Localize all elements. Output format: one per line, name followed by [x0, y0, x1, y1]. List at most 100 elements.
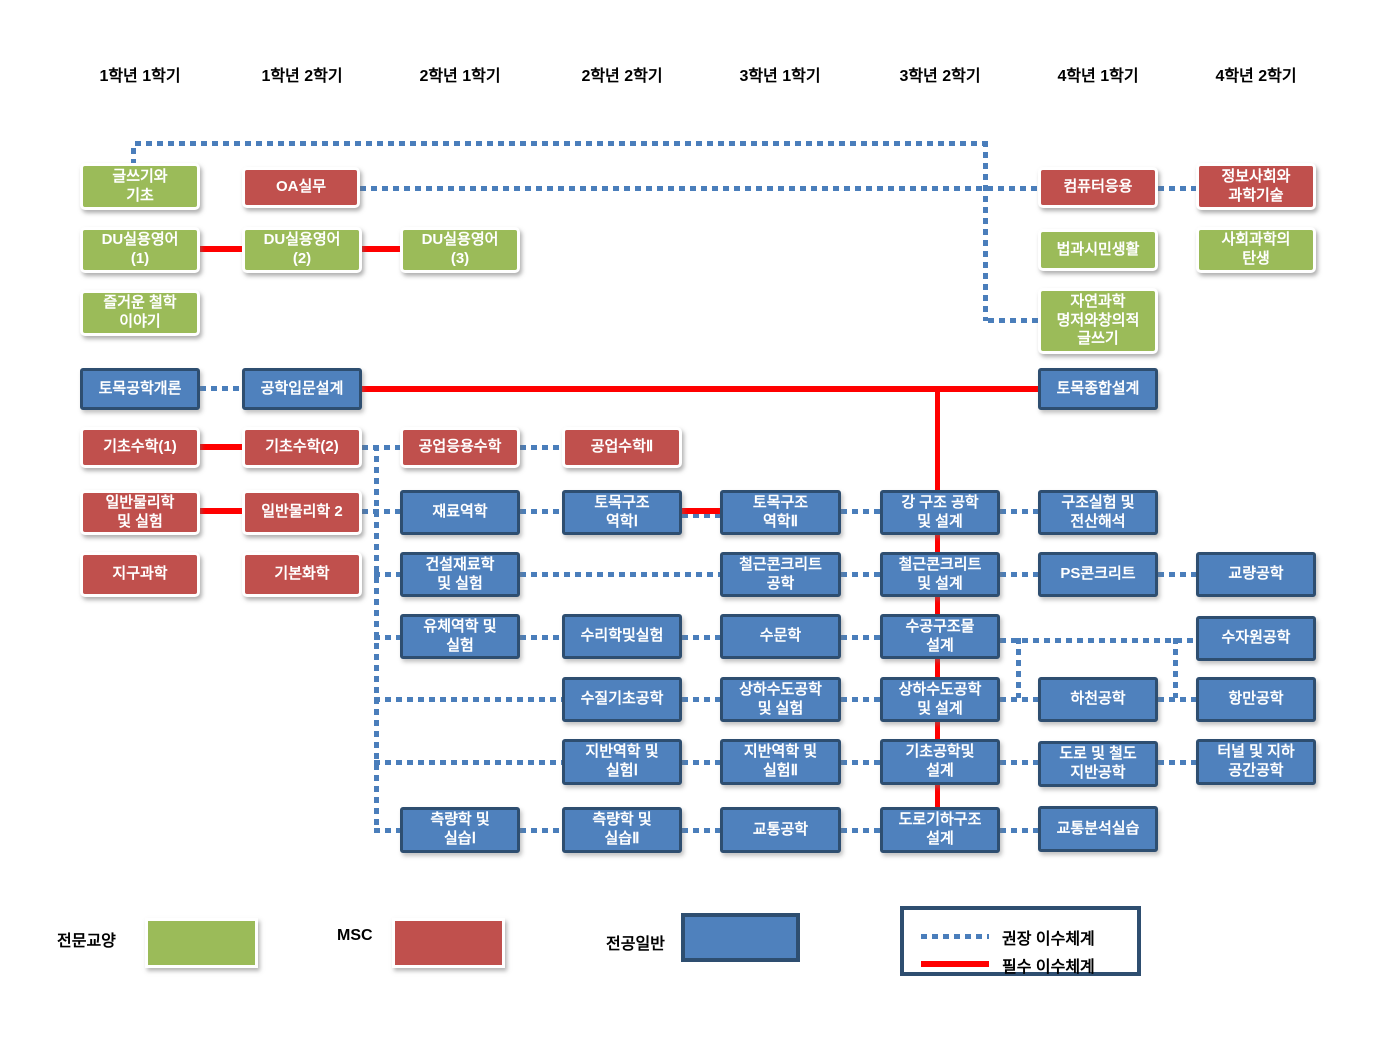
course-box: 교통공학 [720, 807, 841, 853]
recommended-connector [374, 635, 400, 640]
semester-header: 3학년 2학기 [899, 68, 981, 85]
recommended-connector [1016, 638, 1021, 698]
required-connector [362, 246, 400, 252]
required-connector [682, 508, 720, 514]
semester-header: 2학년 2학기 [581, 68, 663, 85]
course-box: 법과시민생활 [1038, 229, 1158, 271]
course-box: 기초공학및 설계 [880, 739, 1000, 785]
semester-header: 1학년 1학기 [99, 68, 181, 85]
course-box: 토목구조 역학Ⅰ [562, 490, 682, 535]
required-connector [200, 508, 242, 514]
required-connector [200, 246, 242, 252]
course-box: 측량학 및 실습Ⅰ [400, 807, 520, 853]
course-box: 하천공학 [1038, 677, 1158, 722]
legend-label-msc: MSC [337, 927, 373, 944]
course-box: 공학입문설계 [242, 368, 362, 410]
course-box: 일반물리학 및 실험 [80, 490, 200, 535]
recommended-connector [1000, 697, 1038, 702]
course-box: 도로 및 철도 지반공학 [1038, 741, 1158, 787]
course-box: 글쓰기와 기초 [80, 163, 200, 210]
recommended-connector [374, 828, 400, 833]
recommended-connector [520, 572, 720, 577]
course-box: 구조실험 및 전산해석 [1038, 490, 1158, 535]
course-box: 도로기하구조 설계 [880, 807, 1000, 853]
recommended-connector [841, 635, 880, 640]
recommended-connector [362, 509, 400, 514]
recommended-connector [682, 828, 720, 833]
recommended-connector [374, 697, 562, 702]
course-box: DU실용영어 (1) [80, 227, 200, 273]
course-box: 유체역학 및 실험 [400, 614, 520, 659]
recommended-connector [362, 445, 400, 450]
course-box: 토목종합설계 [1038, 368, 1158, 410]
recommended-connector [841, 572, 880, 577]
course-box: 측량학 및 실습Ⅱ [562, 807, 682, 853]
recommended-connector [841, 509, 880, 514]
course-box: 지반역학 및 실험Ⅱ [720, 739, 841, 785]
semester-header: 3학년 1학기 [739, 68, 821, 85]
course-box: 수리학및실험 [562, 614, 682, 659]
course-box: DU실용영어 (2) [242, 227, 362, 273]
course-box: 수문학 [720, 614, 841, 659]
course-box: 수자원공학 [1196, 616, 1316, 661]
recommended-connector [360, 186, 1038, 191]
recommended-connector [520, 828, 562, 833]
course-box: 상하수도공학 및 설계 [880, 677, 1000, 722]
course-box: 교통분석실습 [1038, 806, 1158, 852]
course-box: 철근콘크리트 공학 [720, 552, 841, 597]
line-legend-box: 권장 이수체계 필수 이수체계 [900, 906, 1141, 976]
recommended-connector [1000, 509, 1038, 514]
required-connector [362, 386, 1038, 392]
recommended-connector [682, 513, 720, 518]
course-box: 수공구조물 설계 [880, 614, 1000, 659]
recommended-connector [520, 445, 562, 450]
recommended-connector [1173, 638, 1178, 698]
recommended-connector [374, 760, 562, 765]
recommended-line-sample [921, 934, 989, 939]
recommended-connector [1000, 638, 1196, 643]
course-box: 공업수학Ⅱ [562, 427, 682, 468]
recommended-connector [520, 509, 562, 514]
course-box: 공업응용수학 [400, 427, 520, 468]
course-box: 기본화학 [242, 552, 362, 597]
recommended-connector [374, 572, 400, 577]
course-box: 수질기초공학 [562, 677, 682, 722]
course-box: 건설재료학 및 실험 [400, 552, 520, 597]
recommended-connector [988, 318, 1038, 323]
course-box: 정보사회와 과학기술 [1196, 163, 1316, 210]
recommended-connector [520, 635, 562, 640]
course-box: 기초수학(1) [80, 427, 200, 468]
required-line-label: 필수 이수체계 [1002, 959, 1095, 976]
course-box: OA실무 [242, 167, 360, 208]
course-box: 자연과학 명저와창의적 글쓰기 [1038, 288, 1158, 354]
course-box: 일반물리학 2 [242, 490, 362, 535]
recommended-connector [131, 148, 136, 163]
course-box: 터널 및 지하 공간공학 [1196, 739, 1316, 785]
course-box: 기초수학(2) [242, 427, 362, 468]
recommended-connector [983, 141, 988, 321]
course-box: 지반역학 및 실험Ⅰ [562, 739, 682, 785]
required-line-sample [921, 961, 989, 967]
recommended-connector [682, 635, 720, 640]
recommended-connector [841, 828, 880, 833]
required-connector [935, 390, 940, 815]
legend-label-general-edu: 전문교양 [57, 933, 116, 950]
legend-swatch-msc [392, 918, 505, 968]
recommended-connector [682, 760, 720, 765]
course-box: 토목구조 역학Ⅱ [720, 490, 841, 535]
semester-header: 2학년 1학기 [419, 68, 501, 85]
course-box: 사회과학의 탄생 [1196, 227, 1316, 273]
required-connector [200, 444, 242, 450]
legend-swatch-general-edu [145, 918, 258, 968]
course-box: 철근콘크리트 및 설계 [880, 552, 1000, 597]
course-box: 항만공학 [1196, 677, 1316, 722]
recommended-line-label: 권장 이수체계 [1002, 931, 1095, 948]
course-box: 강 구조 공학 및 설계 [880, 490, 1000, 535]
course-box: 지구과학 [80, 552, 200, 597]
semester-header: 4학년 1학기 [1057, 68, 1139, 85]
course-box: 상하수도공학 및 실험 [720, 677, 841, 722]
course-box: 교량공학 [1196, 552, 1316, 597]
recommended-connector [1158, 697, 1196, 702]
course-box: 재료역학 [400, 490, 520, 535]
